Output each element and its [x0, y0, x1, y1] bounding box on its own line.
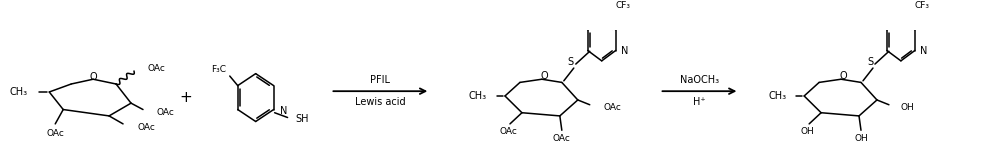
- Text: +: +: [180, 90, 192, 105]
- Text: F₃C: F₃C: [211, 65, 226, 74]
- Text: N: N: [621, 46, 628, 56]
- Text: CF₃: CF₃: [616, 0, 631, 10]
- Text: OAc: OAc: [137, 123, 155, 132]
- Text: OH: OH: [800, 127, 814, 136]
- Text: OAc: OAc: [604, 103, 622, 112]
- Text: OAc: OAc: [46, 129, 64, 138]
- Text: OAc: OAc: [157, 108, 175, 117]
- Text: O: O: [540, 71, 548, 81]
- Text: N: N: [280, 106, 287, 116]
- Text: CH₃: CH₃: [9, 87, 27, 97]
- Text: CH₃: CH₃: [768, 91, 786, 101]
- Text: OAc: OAc: [553, 134, 571, 143]
- Text: CH₃: CH₃: [469, 91, 487, 101]
- Text: CF₃: CF₃: [915, 0, 930, 10]
- Text: NaOCH₃: NaOCH₃: [680, 75, 719, 85]
- Text: SH: SH: [296, 114, 309, 124]
- Text: Lewis acid: Lewis acid: [355, 97, 406, 107]
- Text: N: N: [920, 46, 927, 56]
- Text: S: S: [568, 57, 574, 67]
- Text: OAc: OAc: [499, 127, 517, 136]
- Text: OAc: OAc: [148, 64, 166, 73]
- Text: OH: OH: [854, 134, 868, 143]
- Text: O: O: [839, 71, 847, 81]
- Text: PFIL: PFIL: [370, 75, 390, 85]
- Text: OH: OH: [901, 103, 915, 112]
- Text: S: S: [867, 57, 873, 67]
- Text: H⁺: H⁺: [693, 97, 706, 107]
- Text: O: O: [89, 72, 97, 82]
